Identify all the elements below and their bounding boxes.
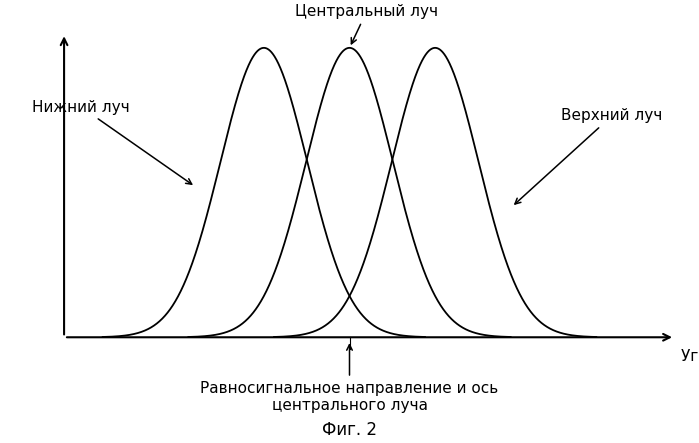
- Text: Равносигнальное направление и ось
центрального луча: Равносигнальное направление и ось центра…: [201, 345, 498, 413]
- Text: Угол места: Угол места: [681, 349, 699, 364]
- Text: Верхний луч: Верхний луч: [515, 108, 663, 204]
- Text: Фиг. 2: Фиг. 2: [322, 421, 377, 439]
- Text: Центральный луч: Центральный луч: [295, 4, 438, 44]
- Text: Нижний луч: Нижний луч: [32, 100, 192, 184]
